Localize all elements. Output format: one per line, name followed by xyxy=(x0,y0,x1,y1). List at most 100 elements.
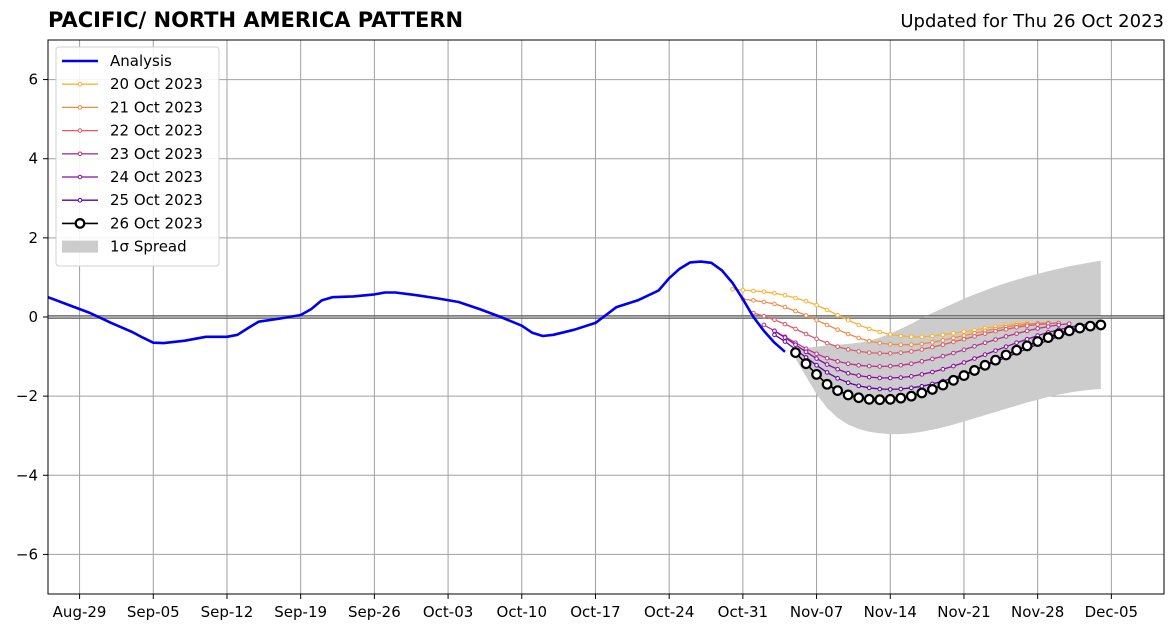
forecast-point xyxy=(845,347,851,352)
forecast-point xyxy=(824,370,830,375)
forecast-point xyxy=(877,386,883,392)
forecast-point xyxy=(835,327,840,332)
forecast-point xyxy=(761,299,767,305)
x-tick-label: Oct-10 xyxy=(497,603,547,621)
forecast-point xyxy=(1014,340,1019,346)
forecast-point xyxy=(866,326,872,332)
latest-forecast-point xyxy=(1095,319,1107,331)
latest-forecast-point xyxy=(1084,320,1096,332)
forecast-point xyxy=(782,335,788,340)
forecast-point xyxy=(1024,323,1030,329)
latest-forecast-point xyxy=(979,359,991,371)
latest-forecast-point xyxy=(1063,325,1075,337)
forecast-point xyxy=(866,350,872,355)
y-tick-label: 6 xyxy=(28,71,38,89)
forecast-point xyxy=(782,304,788,310)
forecast-point xyxy=(814,302,819,308)
forecast-point xyxy=(1035,322,1040,327)
forecast-point xyxy=(772,328,777,334)
forecast-point xyxy=(814,362,819,368)
spread-band xyxy=(795,260,1101,435)
forecast-point xyxy=(761,313,767,319)
forecast-point xyxy=(919,383,925,389)
forecast-point xyxy=(793,342,798,348)
latest-forecast-point xyxy=(1021,340,1033,352)
forecast-point xyxy=(877,351,883,356)
forecast-point xyxy=(856,349,861,354)
latest-forecast-point xyxy=(1053,328,1065,340)
forecast-point xyxy=(782,321,788,327)
legend-swatch-marker xyxy=(77,151,83,157)
x-tick-label: Dec-05 xyxy=(1085,603,1139,621)
forecast-point xyxy=(814,356,819,361)
forecast-point xyxy=(824,362,830,367)
forecast-point xyxy=(856,322,861,328)
forecast-point xyxy=(919,347,925,352)
forecast-point xyxy=(940,353,946,359)
y-tick-label: −6 xyxy=(16,545,38,563)
latest-forecast-point xyxy=(790,347,801,359)
forecast-point xyxy=(887,363,893,369)
x-tick-label: Oct-17 xyxy=(570,603,620,621)
forecast-point xyxy=(803,313,809,318)
legend: Analysis 20 Oct 2023 21 Oct 2023 22 Oct 202… xyxy=(55,46,220,267)
forecast-point xyxy=(887,375,893,381)
forecast-point xyxy=(898,362,904,368)
legend-swatch-marker xyxy=(77,128,83,133)
legend-label: Analysis xyxy=(110,52,172,70)
forecast-point xyxy=(961,347,967,353)
legend-swatch-marker xyxy=(77,197,83,203)
forecast-point xyxy=(845,361,851,366)
latest-forecast-point xyxy=(874,394,886,406)
y-tick-label: −2 xyxy=(16,387,38,405)
forecast-point xyxy=(961,336,967,342)
x-tick-label: Oct-03 xyxy=(423,603,473,621)
forecast-point xyxy=(930,340,935,345)
latest-forecast-point xyxy=(832,385,844,397)
forecast-point xyxy=(940,338,946,343)
legend-swatch-marker xyxy=(77,174,83,180)
x-tick-label: Sep-12 xyxy=(201,603,254,621)
forecast-point xyxy=(856,373,861,378)
forecast-point xyxy=(751,298,756,303)
forecast-point xyxy=(961,360,967,365)
forecast-point xyxy=(887,351,893,356)
legend-swatch-marker xyxy=(77,81,83,87)
forecast-point xyxy=(772,317,777,323)
forecast-point xyxy=(993,337,998,342)
forecast-point xyxy=(961,329,967,334)
legend-swatch-marker xyxy=(74,217,86,229)
latest-forecast-point xyxy=(821,378,833,390)
x-tick-label: Nov-21 xyxy=(937,603,990,621)
latest-forecast-point xyxy=(990,354,1001,366)
forecast-point xyxy=(835,312,840,318)
forecast-point xyxy=(951,339,956,345)
forecast-point xyxy=(845,370,851,376)
forecast-point xyxy=(898,375,904,380)
x-tick-label: Sep-05 xyxy=(127,603,180,621)
forecast-point xyxy=(982,352,988,357)
forecast-point xyxy=(772,301,777,307)
latest-forecast-point xyxy=(937,379,949,391)
y-tick-label: 0 xyxy=(28,308,38,326)
latest-forecast-point xyxy=(948,374,959,386)
forecast-point xyxy=(982,340,988,346)
legend-label: 22 Oct 2023 xyxy=(110,122,203,140)
forecast-point xyxy=(824,340,830,346)
forecast-point xyxy=(877,364,883,369)
forecast-point xyxy=(740,287,746,293)
forecast-point xyxy=(751,288,756,294)
latest-forecast-point xyxy=(842,389,854,401)
forecast-point xyxy=(782,339,788,344)
forecast-point xyxy=(1066,321,1072,327)
latest-forecast-point xyxy=(1042,332,1054,343)
legend-box xyxy=(55,46,220,267)
forecast-point xyxy=(909,334,914,340)
forecast-point xyxy=(909,361,914,366)
forecast-point xyxy=(761,289,767,294)
latest-forecast-point xyxy=(958,370,970,381)
forecast-point xyxy=(1003,344,1009,349)
forecast-point xyxy=(887,387,893,392)
forecast-point xyxy=(1014,331,1019,336)
forecast-point xyxy=(898,342,904,348)
